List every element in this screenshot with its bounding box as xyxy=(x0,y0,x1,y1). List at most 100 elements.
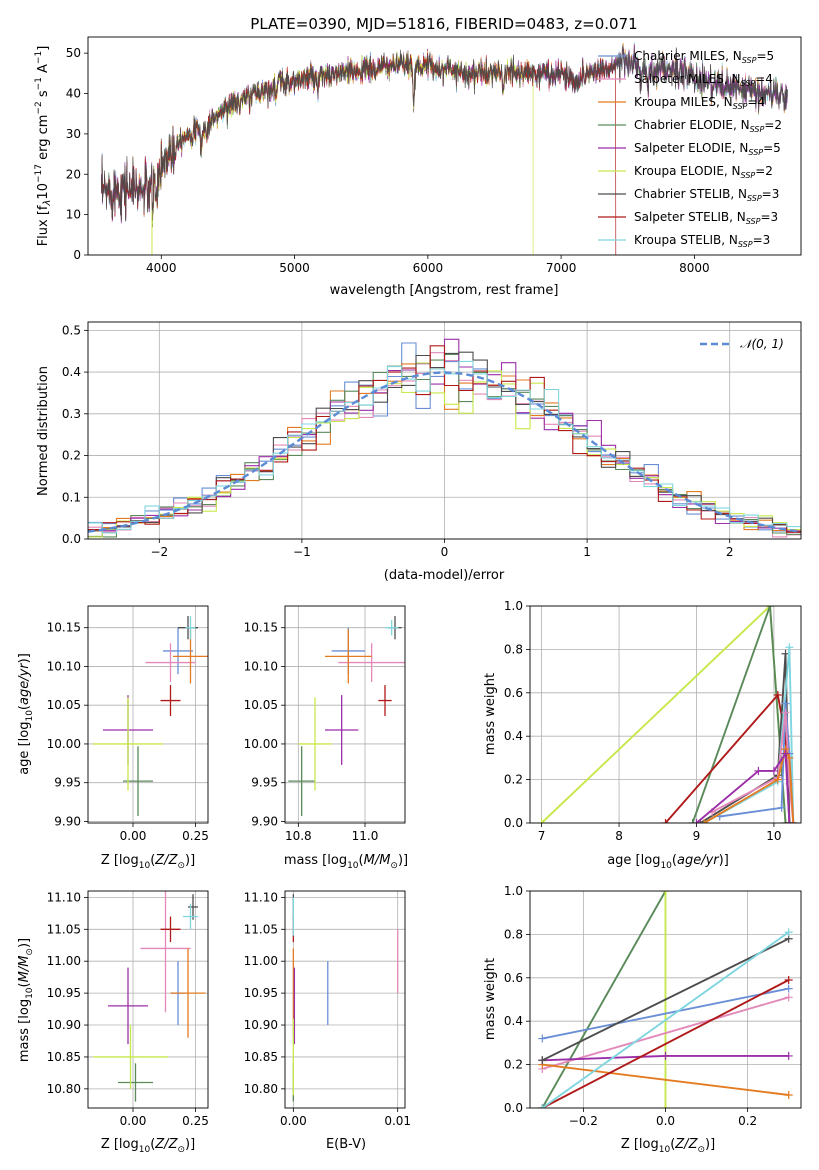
point-chabrier-miles xyxy=(163,627,193,675)
y-tick-label: 30 xyxy=(66,127,81,141)
y-tick-label: 0.0 xyxy=(504,1101,523,1115)
x-tick-label: −0.2 xyxy=(569,1114,598,1128)
weight-marker xyxy=(661,819,670,823)
ticks: 0.00 0.25 10.80 10.85 10.90 10.95 11.00 11.05 11… xyxy=(47,890,209,1128)
point-salpeter-elodie xyxy=(325,695,359,765)
ticks: 7 8 9 10 0.0 0.2 0.4 0.6 0.8 1.0 xyxy=(504,599,782,843)
y-tick-label: 9.90 xyxy=(251,814,278,828)
mass-weight-vs-age-xlabel: age [log10(age/yr)] xyxy=(607,853,729,871)
x-tick-label: 0.00 xyxy=(280,1114,307,1128)
weight-line-chabrier-miles xyxy=(542,987,789,1040)
legend-label: Chabrier MILES, NSSP=5 xyxy=(634,49,774,65)
weight-marker xyxy=(785,643,794,652)
legend-normal-label: 𝒩(0, 1) xyxy=(740,337,784,351)
weight-marker xyxy=(538,1034,547,1043)
y-tick-label: 0.6 xyxy=(504,971,523,985)
y-tick-label: 11.00 xyxy=(47,954,81,968)
point-kroupa-miles xyxy=(325,629,372,684)
y-tick-label: 0.1 xyxy=(62,490,81,504)
y-tick-label: 20 xyxy=(66,167,81,181)
x-tick-label: −2 xyxy=(150,545,168,559)
y-tick-label: 0.2 xyxy=(62,449,81,463)
ticks: 0.00 0.25 9.90 9.95 10.00 10.05 10.10 10.15 xyxy=(47,621,209,843)
weight-marker xyxy=(538,1056,547,1065)
y-tick-label: 0.8 xyxy=(504,927,523,941)
weight-marker xyxy=(688,819,697,823)
y-tick-label: 10.80 xyxy=(47,1082,81,1096)
axes-frame xyxy=(87,890,209,1109)
spectrum-line-chabrier-stelib xyxy=(100,45,788,222)
weight-marker xyxy=(784,993,793,1002)
x-tick-label: 7 xyxy=(538,829,546,843)
x-tick-label: 8 xyxy=(615,829,623,843)
y-tick-label: 0.2 xyxy=(504,773,523,787)
grid xyxy=(285,891,405,1108)
y-tick-label: 40 xyxy=(66,87,81,101)
plot-area xyxy=(93,616,208,817)
x-tick-label: 1 xyxy=(583,545,591,559)
point-kroupa-stelib xyxy=(185,616,196,640)
figure-title: PLATE=0390, MJD=51816, FIBERID=0483, z=0… xyxy=(250,15,637,33)
age-vs-Z-panel: 0.00 0.25 9.90 9.95 10.00 10.05 10.10 10.15 xyxy=(47,605,209,843)
x-tick-label: 0 xyxy=(441,545,449,559)
mass-vs-Z-ylabel: mass [log10(M/M⊙)] xyxy=(17,938,35,1062)
axes-frame xyxy=(529,605,802,824)
mass-weight-vs-age-panel: 7 8 9 10 0.0 0.2 0.4 0.6 0.8 1.0 xyxy=(504,599,802,843)
axes-frame xyxy=(529,890,802,1109)
y-tick-label: 10.95 xyxy=(244,986,278,1000)
weight-marker xyxy=(754,766,763,775)
y-tick-label: 9.90 xyxy=(54,814,81,828)
weight-marker xyxy=(537,819,546,823)
mass-vs-ebv-panel: 0.00 0.01 10.80 10.85 10.90 10.95 11.00 11.05 11… xyxy=(244,890,411,1128)
x-tick-label: 5000 xyxy=(279,261,310,275)
weight-marker xyxy=(784,1090,793,1099)
legend-label: Chabrier STELIB, NSSP=3 xyxy=(634,187,779,203)
point-chabrier-elodie xyxy=(118,1063,153,1102)
residual-histogram-panel: −2 −1 0 1 2 0.0 0.1 0.2 0.3 0.4 0.5 𝒩(0, 1) (data-m… xyxy=(36,321,802,583)
plot-area xyxy=(538,891,793,1108)
y-tick-label: 11.05 xyxy=(47,922,81,936)
plot-area xyxy=(288,616,405,817)
weight-line-salpeter-miles xyxy=(542,996,789,1070)
x-tick-label: 0.0 xyxy=(656,1114,675,1128)
y-tick-label: 11.05 xyxy=(244,922,278,936)
mass-vs-ebv-xlabel: E(B-V) xyxy=(326,1137,366,1152)
x-tick-label: 0.2 xyxy=(738,1114,757,1128)
y-tick-label: 0.4 xyxy=(504,729,523,743)
weight-line-kroupa-stelib xyxy=(541,931,790,1108)
mass-weight-vs-Z-xlabel: Z [log10(Z/Z⊙)] xyxy=(621,1137,715,1155)
axes-frame xyxy=(284,605,406,824)
weight-marker xyxy=(661,1104,670,1108)
grid xyxy=(285,606,405,823)
point-kroupa-elodie xyxy=(298,697,332,791)
y-tick-label: 0.8 xyxy=(504,642,523,656)
y-tick-label: 0.4 xyxy=(504,1014,523,1028)
weight-line-kroupa-miles xyxy=(542,1063,789,1096)
axes-frame xyxy=(284,890,406,1109)
plot-area xyxy=(537,606,798,823)
point-chabrier-stelib xyxy=(188,894,198,920)
y-tick-label: 10.85 xyxy=(244,1050,278,1064)
y-tick-label: 10.00 xyxy=(47,737,81,751)
y-tick-label: 10.90 xyxy=(244,1018,278,1032)
spectrum-legend: Chabrier MILES, NSSP=5 Salpeter MILES, NS… xyxy=(598,49,782,249)
weight-line-chabrier-elodie xyxy=(691,606,787,823)
weight-marker xyxy=(661,891,670,895)
weight-marker xyxy=(789,819,798,823)
spectrum-panel: 4000 5000 6000 7000 8000 0 10 20 30 40 50 waveleng… xyxy=(34,36,802,298)
ticks: 10.8 11.0 9.90 9.95 10.00 10.05 10.10 10.15 xyxy=(244,621,379,843)
point-salpeter-elodie xyxy=(108,967,148,1045)
weight-marker xyxy=(692,819,701,823)
y-tick-label: 10.90 xyxy=(47,1018,81,1032)
weight-marker xyxy=(781,819,790,823)
weight-marker xyxy=(769,766,778,775)
x-tick-label: 6000 xyxy=(413,261,444,275)
histogram-ylabel: Normed distribution xyxy=(36,366,51,496)
weight-marker xyxy=(777,803,786,812)
y-tick-label: 11.10 xyxy=(244,890,278,904)
y-tick-label: 10.00 xyxy=(244,737,278,751)
mass-weight-vs-Z-panel: −0.2 0.0 0.2 0.0 0.2 0.4 0.6 0.8 1.0 xyxy=(504,884,802,1128)
age-vs-Z-ylabel: age [log10(age/yr)] xyxy=(17,653,35,775)
x-tick-label: 9 xyxy=(693,829,701,843)
